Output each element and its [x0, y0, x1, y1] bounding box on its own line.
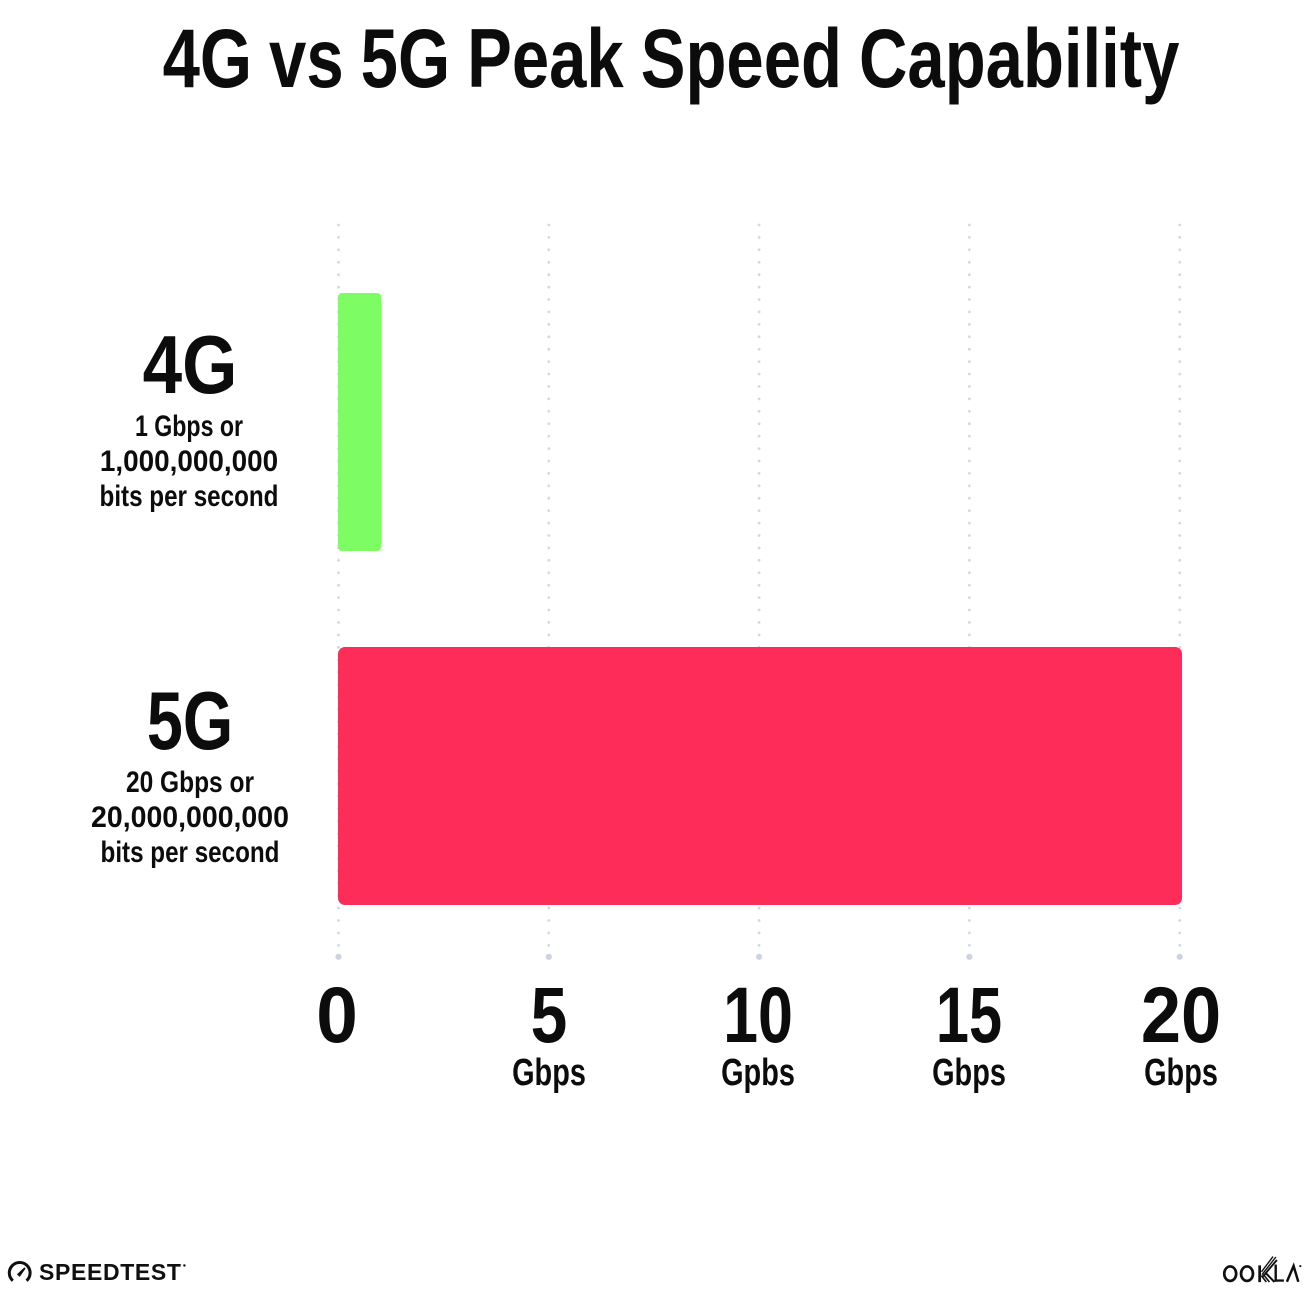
svg-text:SPEEDTEST: SPEEDTEST — [39, 1259, 182, 1285]
